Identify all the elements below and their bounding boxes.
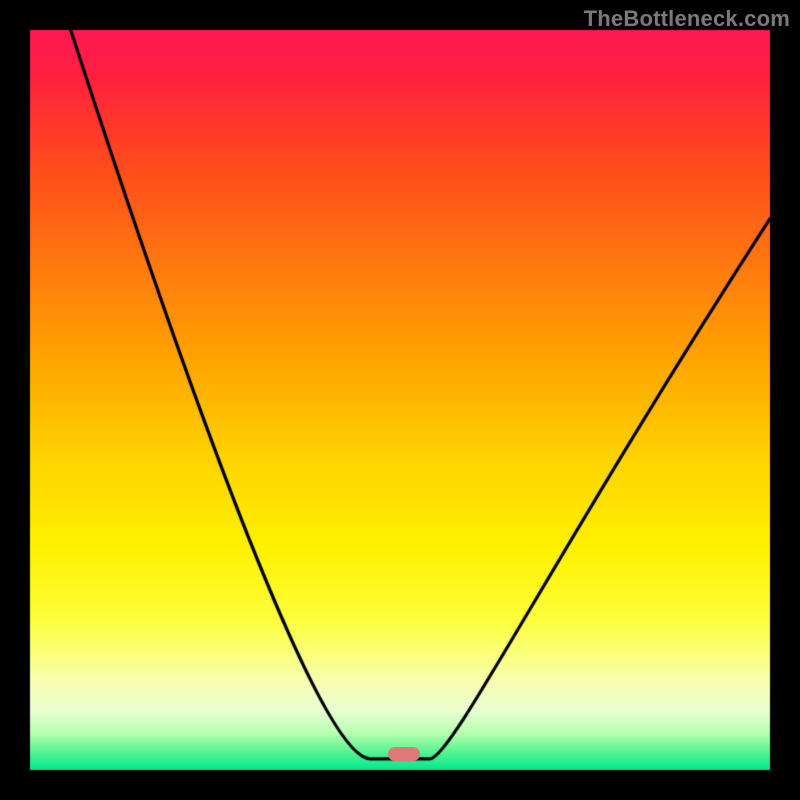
v-curve-plot: [0, 0, 800, 800]
watermark-label: TheBottleneck.com: [584, 6, 790, 32]
chart-stage: TheBottleneck.com: [0, 0, 800, 800]
